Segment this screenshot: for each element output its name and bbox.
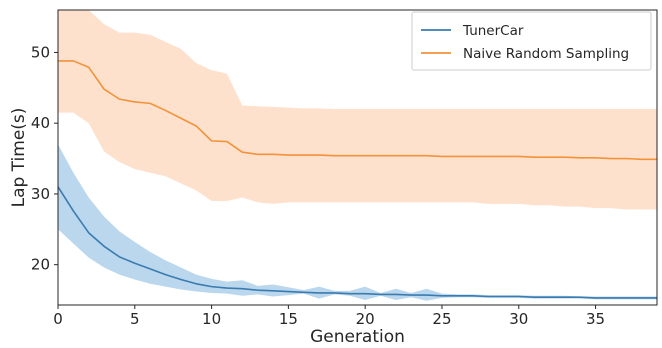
legend-box (411, 11, 652, 71)
x-axis-ticks: 0 5 10 15 20 25 30 35 (53, 305, 605, 328)
band-naive-random-sampling (58, 10, 657, 210)
line-tunercar (57, 186, 657, 299)
x-tick-label: 10 (202, 310, 221, 328)
x-tick-label: 20 (356, 310, 375, 328)
y-tick-label: 30 (31, 185, 50, 203)
legend: TunerCar Naive Random Sampling (411, 11, 652, 71)
x-tick-label: 30 (509, 310, 528, 328)
x-tick-label: 5 (130, 310, 140, 328)
y-tick-label: 20 (31, 256, 50, 274)
y-tick-label: 40 (31, 114, 50, 132)
plot-frame (57, 9, 658, 306)
y-axis-label: Lap Time(s) (9, 108, 29, 208)
x-tick-label: 0 (53, 310, 63, 328)
x-tick-label: 25 (432, 310, 451, 328)
x-axis-label: Generation (310, 327, 405, 347)
legend-label-naive-random-sampling: Naive Random Sampling (463, 46, 629, 62)
y-axis-ticks: 20 30 40 50 (31, 43, 58, 274)
x-tick-label: 15 (279, 310, 298, 328)
line-naive-random-sampling (58, 60, 657, 161)
y-tick-label: 50 (31, 43, 50, 61)
legend-label-tunercar: TunerCar (462, 23, 524, 39)
series-lines (57, 60, 657, 299)
x-tick-label: 35 (586, 310, 605, 328)
confidence-bands (58, 10, 657, 301)
